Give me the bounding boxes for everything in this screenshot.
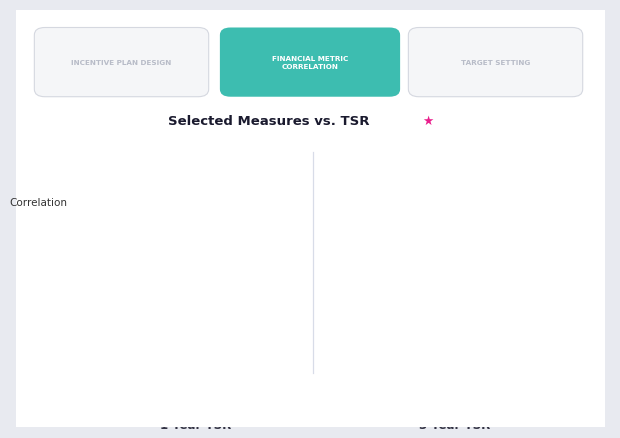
Text: EBIT: EBIT: [338, 166, 358, 175]
Bar: [547, 274, 574, 338]
Text: Revenue: Revenue: [540, 344, 581, 353]
FancyBboxPatch shape: [409, 28, 583, 98]
Text: Revenue: Revenue: [262, 330, 304, 339]
Text: 0.38: 0.38: [97, 223, 118, 233]
Bar: [140, 203, 162, 274]
Bar: [228, 274, 250, 290]
Bar: [494, 274, 521, 320]
Text: EPS
Basic: EPS Basic: [442, 180, 467, 200]
Text: FINANCIAL METRIC
CORRELATION: FINANCIAL METRIC CORRELATION: [272, 56, 348, 70]
FancyBboxPatch shape: [34, 28, 209, 98]
Text: EBITDA: EBITDA: [384, 175, 418, 184]
Bar: [272, 274, 294, 325]
Text: EPS
Basic: EPS Basic: [183, 205, 208, 225]
Text: Net
Income: Net Income: [222, 296, 256, 315]
Text: EBITDA: EBITDA: [134, 188, 169, 198]
Text: 1 Year TSR: 1 Year TSR: [159, 418, 231, 431]
Text: INCENTIVE PLAN DESIGN: INCENTIVE PLAN DESIGN: [71, 60, 172, 66]
FancyBboxPatch shape: [220, 28, 400, 98]
Bar: [184, 231, 206, 274]
Bar: [96, 190, 118, 274]
Text: ★: ★: [419, 115, 434, 128]
Text: EBIT: EBIT: [97, 175, 118, 184]
Bar: [441, 205, 467, 274]
Text: Net
Income: Net Income: [490, 325, 525, 345]
Text: TARGET SETTING: TARGET SETTING: [461, 60, 530, 66]
Text: Correlation: Correlation: [9, 198, 67, 207]
Text: Selected Measures vs. TSR: Selected Measures vs. TSR: [168, 115, 370, 128]
Text: 3 Year TSR: 3 Year TSR: [418, 418, 490, 431]
Bar: [388, 190, 414, 274]
Bar: [335, 180, 361, 274]
